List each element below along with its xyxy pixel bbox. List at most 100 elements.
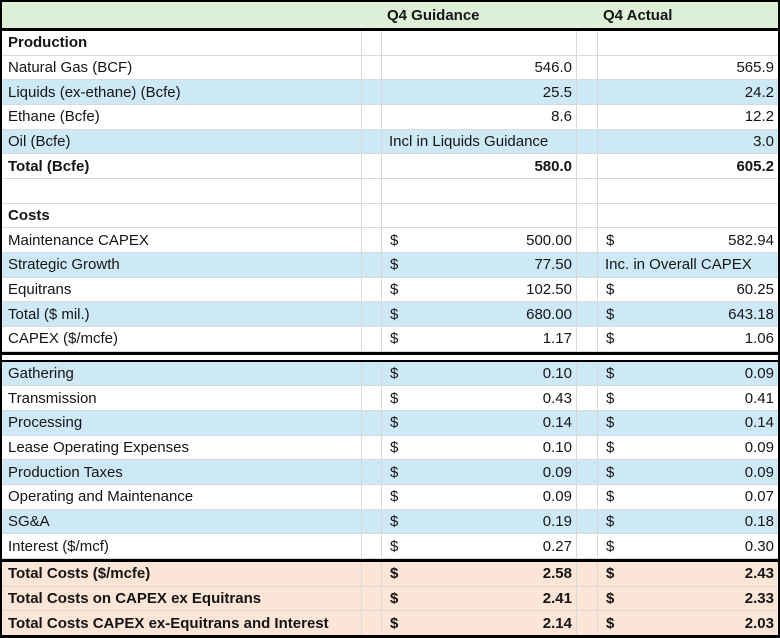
cell-actual-value[interactable]: $ 2.03 [598,611,778,635]
cell-label[interactable]: Interest ($/mcf) [2,534,362,559]
cell-label[interactable]: SG&A [2,509,362,534]
cell-label[interactable]: Maintenance CAPEX [2,228,362,253]
cell-spacer[interactable] [577,105,598,129]
cell-actual-value[interactable]: $ 0.30 [598,534,778,558]
cell-guidance-value[interactable]: $ 0.09 [382,460,577,485]
cell-guidance-value[interactable]: $ 0.19 [382,509,577,534]
cell-spacer[interactable] [362,31,382,55]
cell-label[interactable]: Total ($ mil.) [2,302,362,327]
cell-guidance-value[interactable]: $ 0.27 [382,534,577,559]
cell-guidance-value[interactable]: $ 0.43 [382,386,577,411]
cell-guidance-value[interactable]: $ 0.14 [382,411,577,435]
cell-label[interactable]: Production [2,31,362,55]
cell-guidance-value[interactable]: 8.6 [382,105,577,129]
cell-spacer[interactable] [362,302,382,327]
cell-spacer[interactable] [362,179,382,203]
cell-spacer[interactable] [577,509,598,534]
cell-label[interactable]: Costs [2,203,362,228]
cell-actual-value[interactable]: $ 0.09 [598,460,778,484]
cell-label[interactable]: Total Costs on CAPEX ex Equitrans [2,586,362,611]
cell-guidance-value[interactable]: 546.0 [382,55,577,80]
cell-actual-value[interactable]: $ 0.07 [598,485,778,509]
cell-guidance-value[interactable]: Incl in Liquids Guidance [382,129,577,154]
cell-spacer[interactable] [577,327,598,351]
cell-spacer[interactable] [577,253,598,277]
cell-spacer[interactable] [577,277,598,302]
cell-spacer[interactable] [362,435,382,460]
cell-spacer[interactable] [362,509,382,534]
cell-actual-value[interactable]: $ 643.18 [598,302,778,326]
cell-actual-value[interactable]: $ 0.41 [598,386,778,410]
cell-spacer[interactable] [577,562,598,586]
column-header-guidance[interactable]: Q4 Guidance [382,2,577,28]
cell-spacer[interactable] [577,55,598,80]
cell-spacer[interactable] [362,203,382,228]
cell-spacer[interactable] [577,611,598,635]
cell-label[interactable] [2,179,362,203]
cell-spacer[interactable] [362,534,382,559]
cell-actual-value[interactable]: $ 1.06 [598,327,778,351]
cell-guidance-value[interactable] [382,203,577,228]
cell-spacer[interactable] [577,460,598,485]
cell-spacer[interactable] [362,611,382,635]
cell-label[interactable]: Total Costs CAPEX ex-Equitrans and Inter… [2,611,362,635]
cell-guidance-value[interactable]: $ 2.41 [382,586,577,611]
cell-actual-value[interactable]: $ 0.09 [598,362,778,386]
cell-spacer[interactable] [577,435,598,460]
cell-label[interactable]: Natural Gas (BCF) [2,55,362,80]
cell-guidance-value[interactable]: $ 680.00 [382,302,577,327]
cell-guidance-value[interactable]: 580.0 [382,154,577,179]
cell-spacer[interactable] [577,534,598,559]
header-cell-spacer-2[interactable] [577,2,598,28]
cell-spacer[interactable] [362,277,382,302]
cell-spacer[interactable] [362,460,382,485]
cell-label[interactable]: Total Costs ($/mcfe) [2,562,362,586]
cell-spacer[interactable] [577,179,598,203]
cell-actual-value[interactable]: 3.0 [598,130,778,154]
header-cell-blank[interactable] [2,2,362,28]
cell-guidance-value[interactable]: $ 0.10 [382,435,577,460]
cell-actual-value[interactable] [598,204,778,228]
cell-guidance-value[interactable]: $ 102.50 [382,277,577,302]
cell-label[interactable]: Production Taxes [2,460,362,485]
cell-spacer[interactable] [577,586,598,611]
cell-spacer[interactable] [577,203,598,228]
cell-spacer[interactable] [577,80,598,105]
cell-label[interactable]: Ethane (Bcfe) [2,105,362,129]
cell-spacer[interactable] [362,129,382,154]
cell-guidance-value[interactable] [382,31,577,55]
cell-label[interactable]: Gathering [2,361,362,386]
cell-actual-value[interactable]: $ 2.33 [598,587,778,611]
cell-spacer[interactable] [362,253,382,277]
cell-actual-value[interactable] [598,179,778,203]
cell-spacer[interactable] [577,302,598,327]
cell-spacer[interactable] [362,485,382,509]
cell-spacer[interactable] [577,411,598,435]
cell-actual-value[interactable]: $ 2.43 [598,562,778,586]
cell-actual-value[interactable]: $ 60.25 [598,278,778,302]
cell-spacer[interactable] [577,361,598,386]
cell-actual-value[interactable]: 605.2 [598,154,778,178]
cell-actual-value[interactable]: 565.9 [598,56,778,80]
cell-spacer[interactable] [362,105,382,129]
cell-spacer[interactable] [577,485,598,509]
cell-guidance-value[interactable]: $ 0.09 [382,485,577,509]
cell-label[interactable]: Liquids (ex-ethane) (Bcfe) [2,80,362,105]
cell-spacer[interactable] [362,154,382,179]
cell-label[interactable]: Total (Bcfe) [2,154,362,179]
cell-label[interactable]: Processing [2,411,362,435]
cell-spacer[interactable] [362,386,382,411]
cell-guidance-value[interactable]: 25.5 [382,80,577,105]
cell-spacer[interactable] [577,154,598,179]
cell-guidance-value[interactable]: $ 500.00 [382,228,577,253]
cell-spacer[interactable] [577,386,598,411]
cell-actual-value[interactable]: $ 582.94 [598,228,778,252]
cell-label[interactable]: Strategic Growth [2,253,362,277]
cell-actual-value[interactable]: 12.2 [598,105,778,129]
cell-label[interactable]: Transmission [2,386,362,411]
cell-spacer[interactable] [362,361,382,386]
cell-guidance-value[interactable] [382,179,577,203]
cell-spacer[interactable] [362,562,382,586]
cell-spacer[interactable] [362,55,382,80]
cell-label[interactable]: Oil (Bcfe) [2,129,362,154]
